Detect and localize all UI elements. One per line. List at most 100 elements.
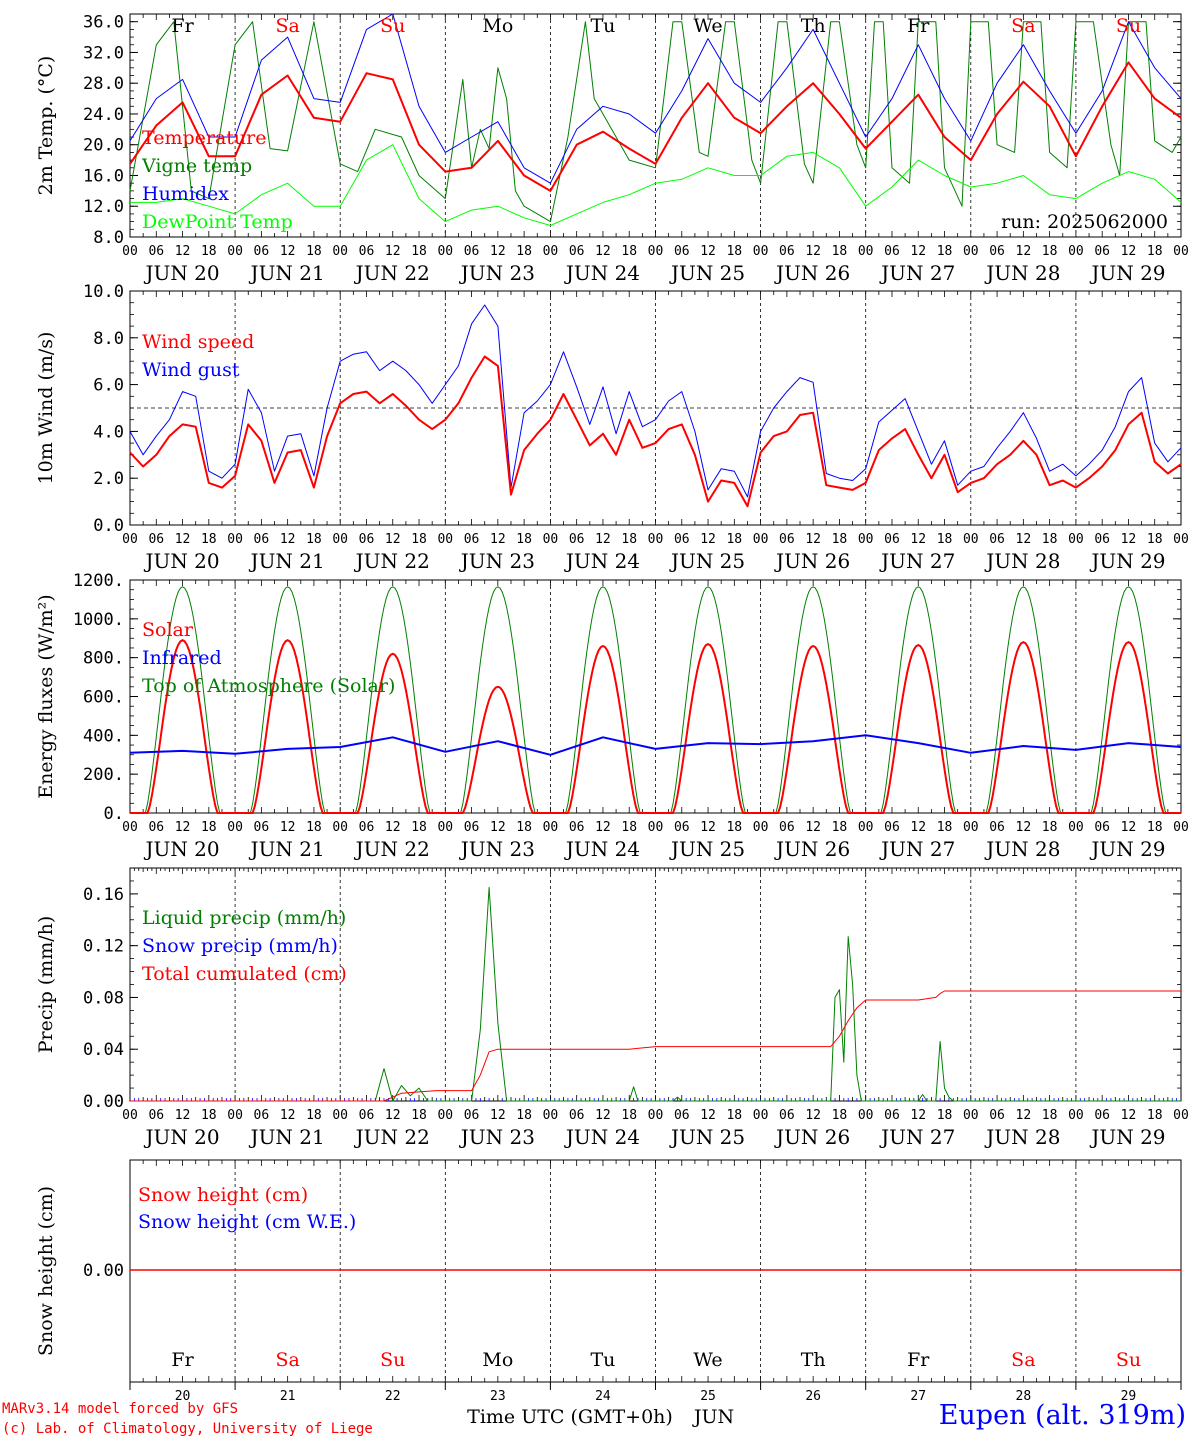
temp-hour-label: 18 xyxy=(726,244,742,259)
snow-day-label: Su xyxy=(380,1349,405,1371)
temp-date-label: JUN 27 xyxy=(879,261,955,285)
wind-hour-label: 18 xyxy=(306,532,322,547)
temp-hour-label: 06 xyxy=(254,244,270,259)
temp-legend-entry: Vigne temp xyxy=(141,155,252,177)
energy-hour-label: 06 xyxy=(569,820,585,835)
precip-hour-label: 12 xyxy=(595,1108,611,1123)
temp-legend-entry: DewPoint Temp xyxy=(142,211,293,233)
temp-day-label: Fr xyxy=(907,15,930,37)
precip-hour-label: 18 xyxy=(621,1108,637,1123)
precip-hour-label: 00 xyxy=(753,1108,769,1123)
day-number-label: 27 xyxy=(910,1389,926,1404)
temp-day-label: Su xyxy=(1116,15,1141,37)
temp-frame xyxy=(129,13,1182,238)
energy-date-label: JUN 22 xyxy=(354,837,430,861)
temp-hour-label: 06 xyxy=(884,244,900,259)
energy-y-axis-label: Energy fluxes (W/m²) xyxy=(35,594,57,798)
energy-hour-label: 18 xyxy=(621,820,637,835)
temp-hour-label: 00 xyxy=(1068,244,1084,259)
energy-hour-label: 12 xyxy=(1121,820,1137,835)
temp-hour-label: 18 xyxy=(621,244,637,259)
energy-hour-label: 18 xyxy=(516,820,532,835)
wind-date-label: JUN 27 xyxy=(879,549,955,573)
wind-date-label: JUN 26 xyxy=(774,549,850,573)
energy-hour-label: 12 xyxy=(1016,820,1032,835)
energy-hour-label: 00 xyxy=(332,820,348,835)
energy-legend-entry: Solar xyxy=(142,619,194,641)
energy-y-tick-label: 0. xyxy=(104,804,124,824)
snow-day-label: Mo xyxy=(482,1349,513,1371)
temp-hour-label: 18 xyxy=(516,244,532,259)
precip-date-label: JUN 25 xyxy=(669,1125,745,1149)
energy-hour-label: 12 xyxy=(910,820,926,835)
precip-hour-label: 12 xyxy=(490,1108,506,1123)
temp-hour-label: 18 xyxy=(1042,244,1058,259)
wind-date-label: JUN 23 xyxy=(459,549,535,573)
run-annotation: run: 2025062000 xyxy=(1001,211,1168,233)
energy-y-tick-label: 600. xyxy=(83,688,124,708)
wind-hour-label: 12 xyxy=(175,532,191,547)
energy-hour-label: 18 xyxy=(937,820,953,835)
temp-day-label: We xyxy=(693,15,722,37)
precip-hour-label: 06 xyxy=(359,1108,375,1123)
wind-hour-label: 00 xyxy=(1173,532,1189,547)
temp-hour-label: 06 xyxy=(464,244,480,259)
precip-legend-entry: Liquid precip (mm/h) xyxy=(142,907,346,929)
temp-day-label: Fr xyxy=(171,15,194,37)
energy-hour-label: 12 xyxy=(175,820,191,835)
wind-y-tick-label: 0.0 xyxy=(93,516,124,536)
wind-y-tick-label: 8.0 xyxy=(93,329,124,349)
energy-hour-label: 12 xyxy=(490,820,506,835)
energy-date-label: JUN 24 xyxy=(564,837,640,861)
temp-series-dewpoint-temp xyxy=(130,144,1182,226)
wind-hour-label: 06 xyxy=(674,532,690,547)
energy-hour-label: 00 xyxy=(437,820,453,835)
temp-hour-label: 00 xyxy=(858,244,874,259)
temp-y-tick-label: 28.0 xyxy=(83,74,124,94)
wind-hour-label: 00 xyxy=(227,532,243,547)
wind-date-label: JUN 22 xyxy=(354,549,430,573)
wind-date-label: JUN 24 xyxy=(564,549,640,573)
temp-hour-label: 00 xyxy=(648,244,664,259)
day-number-label: 20 xyxy=(175,1389,191,1404)
precip-hour-label: 12 xyxy=(910,1108,926,1123)
day-number-label: 29 xyxy=(1121,1389,1137,1404)
snow-day-label: We xyxy=(693,1349,722,1371)
snow-day-label: Fr xyxy=(907,1349,930,1371)
temp-hour-label: 00 xyxy=(963,244,979,259)
precip-hour-label: 18 xyxy=(1042,1108,1058,1123)
wind-hour-label: 06 xyxy=(569,532,585,547)
temp-hour-label: 18 xyxy=(832,244,848,259)
wind-date-label: JUN 28 xyxy=(984,549,1060,573)
precip-date-label: JUN 29 xyxy=(1089,1125,1165,1149)
precip-date-label: JUN 23 xyxy=(459,1125,535,1149)
temp-hour-label: 06 xyxy=(779,244,795,259)
day-number-label: 28 xyxy=(1016,1389,1032,1404)
wind-hour-label: 00 xyxy=(648,532,664,547)
wind-hour-label: 18 xyxy=(1147,532,1163,547)
snow-y-tick-label: 0.00 xyxy=(83,1261,124,1281)
energy-legend-entry: Top of Atmosphere (Solar) xyxy=(142,675,395,697)
precip-date-label: JUN 22 xyxy=(354,1125,430,1149)
wind-hour-label: 18 xyxy=(937,532,953,547)
wind-hour-label: 12 xyxy=(490,532,506,547)
model-credit: MARv3.14 model forced by GFS xyxy=(2,1401,239,1417)
temp-hour-label: 00 xyxy=(227,244,243,259)
wind-legend-entry: Wind speed xyxy=(142,331,254,353)
precip-hour-label: 18 xyxy=(937,1108,953,1123)
snow-day-label: Fr xyxy=(171,1349,194,1371)
precip-hour-label: 00 xyxy=(437,1108,453,1123)
wind-hour-label: 12 xyxy=(385,532,401,547)
temp-hour-label: 06 xyxy=(569,244,585,259)
temp-y-tick-label: 20.0 xyxy=(83,136,124,156)
temp-day-label: Su xyxy=(380,15,405,37)
energy-hour-label: 00 xyxy=(227,820,243,835)
precip-hour-label: 00 xyxy=(858,1108,874,1123)
temp-date-label: JUN 21 xyxy=(249,261,325,285)
temp-hour-label: 18 xyxy=(306,244,322,259)
wind-y-tick-label: 2.0 xyxy=(93,469,124,489)
energy-hour-label: 18 xyxy=(1042,820,1058,835)
precip-hour-label: 00 xyxy=(332,1108,348,1123)
wind-legend-entry: Wind gust xyxy=(142,359,240,381)
temp-series-temperature xyxy=(129,61,1182,192)
